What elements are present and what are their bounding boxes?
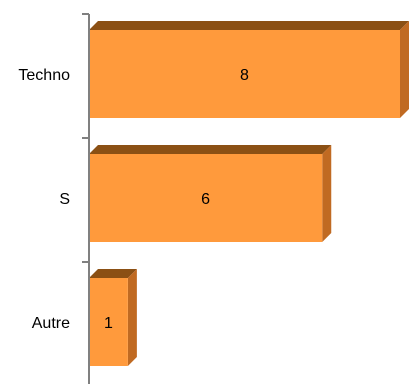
category-label: Techno	[18, 67, 70, 84]
bar-side-face	[400, 21, 409, 118]
bar-side-face	[127, 269, 137, 366]
bar-top-face	[89, 21, 409, 30]
bar-top-face	[89, 145, 332, 154]
labels-group: 8 Techno 6 S 1 Autre	[18, 67, 249, 332]
category-label: Autre	[32, 315, 70, 332]
category-axis	[82, 13, 90, 384]
bar-side-face	[322, 145, 332, 242]
bar	[89, 154, 323, 242]
bar-top-face	[89, 269, 137, 278]
bar	[89, 278, 128, 366]
data-label: 6	[201, 191, 210, 208]
data-label: 1	[104, 315, 113, 332]
bar	[89, 30, 400, 118]
bars-group	[89, 21, 409, 366]
data-label: 8	[240, 67, 249, 84]
category-label: S	[59, 191, 70, 208]
